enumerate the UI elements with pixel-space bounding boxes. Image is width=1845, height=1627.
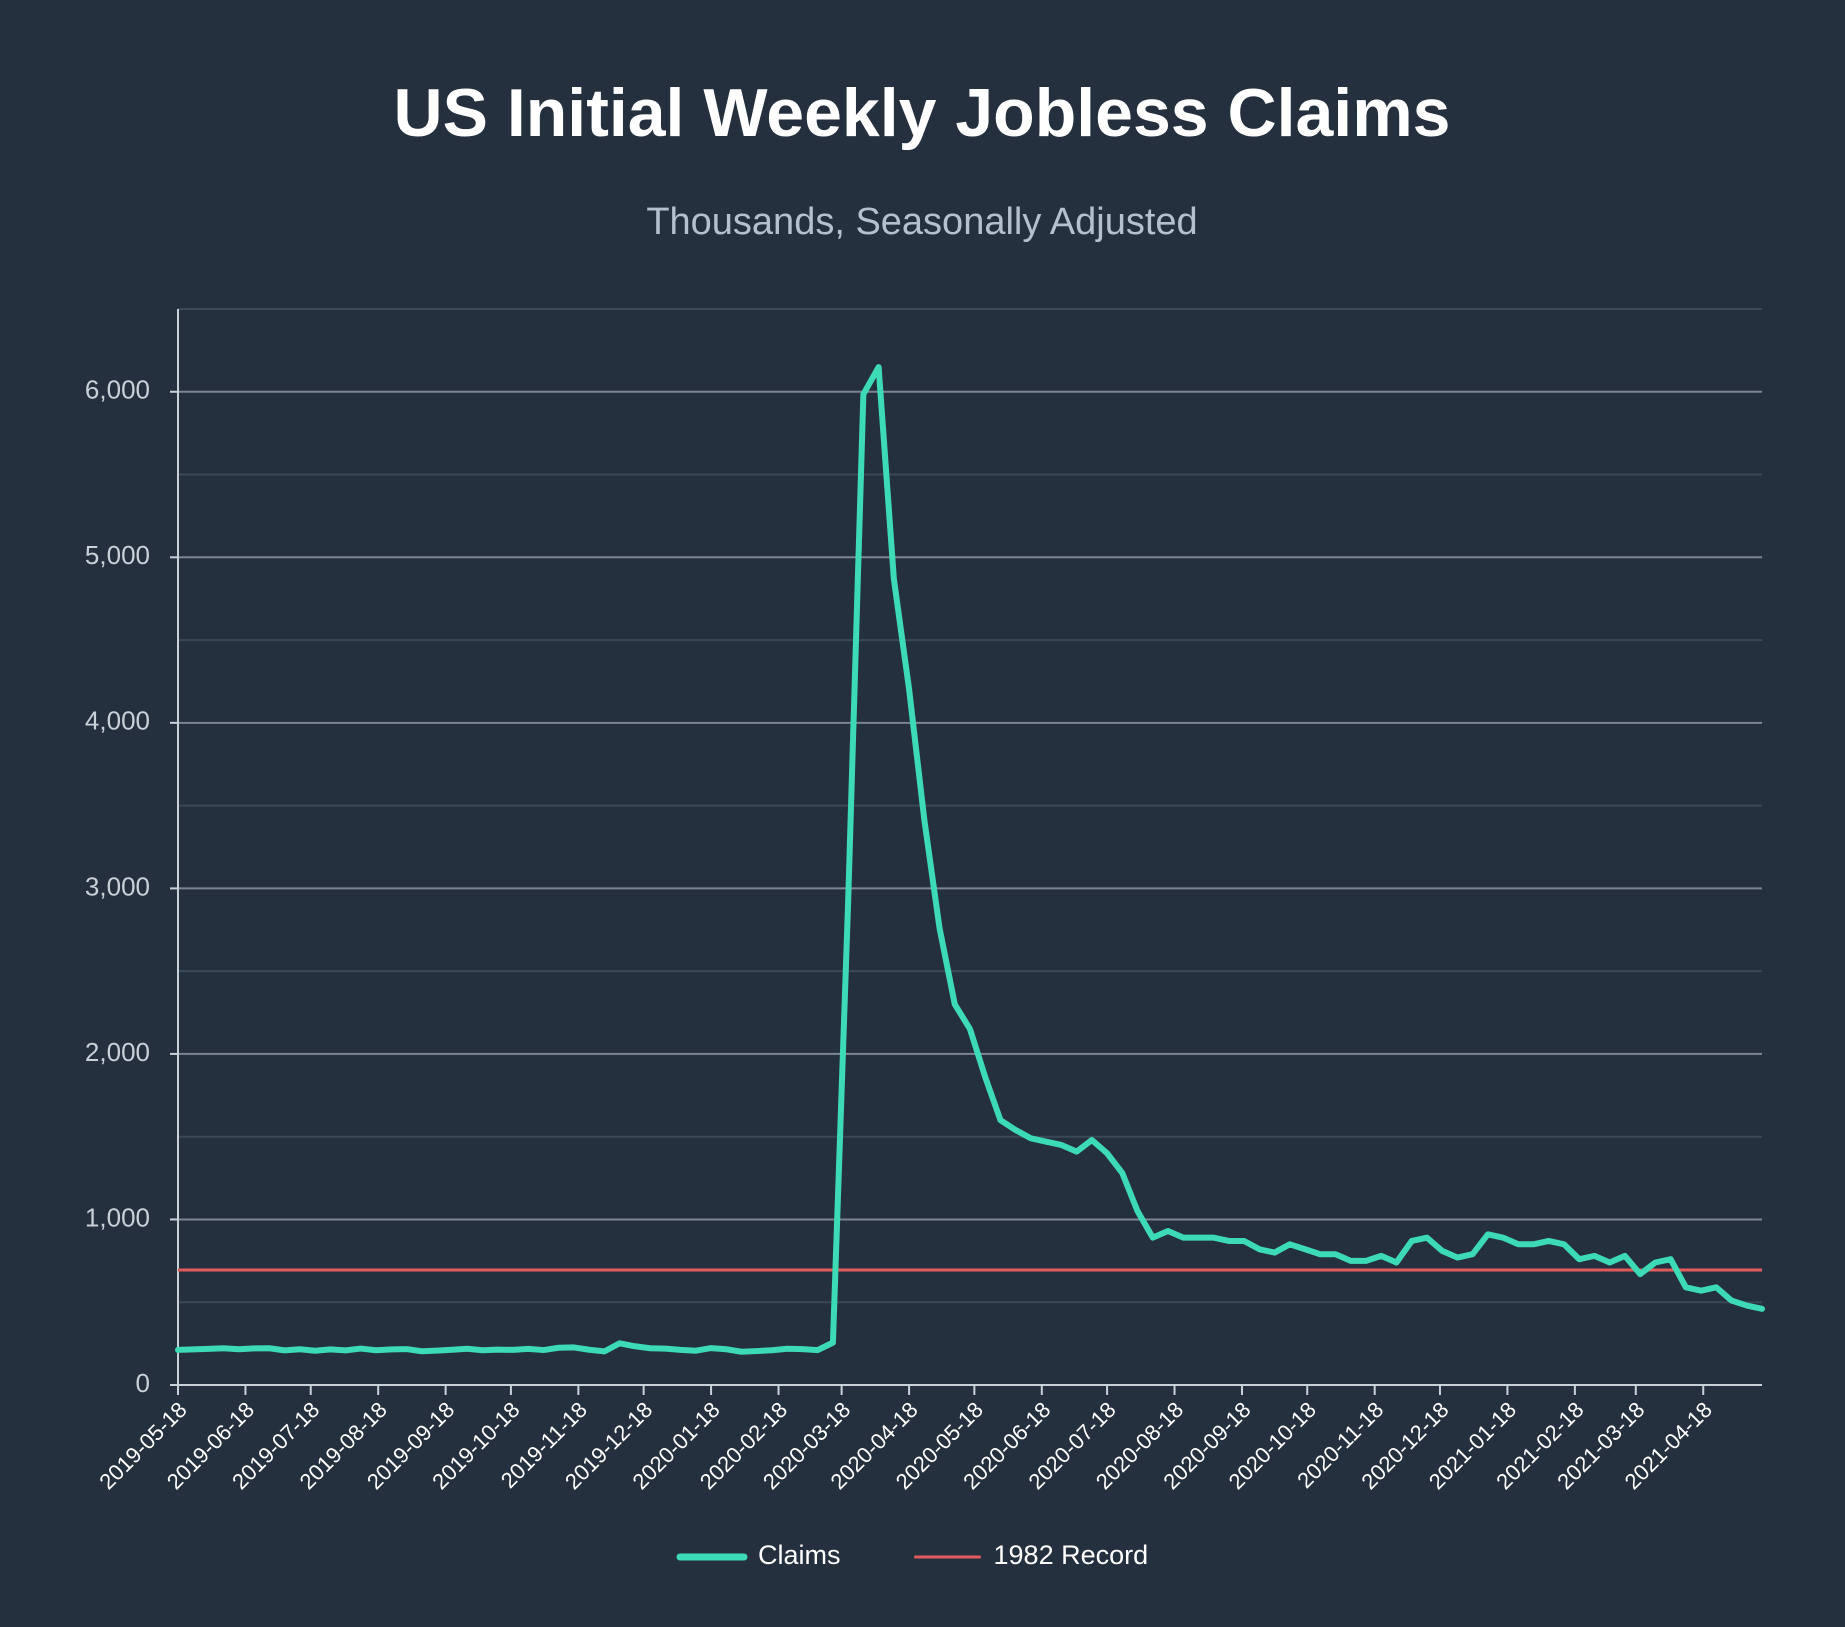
y-tick-label: 6,000 (85, 375, 150, 405)
y-tick-label: 4,000 (85, 706, 150, 736)
y-tick-label: 5,000 (85, 540, 150, 570)
y-tick-label: 0 (136, 1368, 150, 1398)
legend-label: 1982 Record (994, 1540, 1149, 1570)
y-tick-label: 1,000 (85, 1202, 150, 1232)
legend-label: Claims (758, 1540, 841, 1570)
y-tick-label: 3,000 (85, 871, 150, 901)
y-tick-label: 2,000 (85, 1037, 150, 1067)
chart-title: US Initial Weekly Jobless Claims (394, 75, 1451, 151)
data-line (175, 364, 1765, 1355)
chart-subtitle: Thousands, Seasonally Adjusted (646, 201, 1197, 243)
